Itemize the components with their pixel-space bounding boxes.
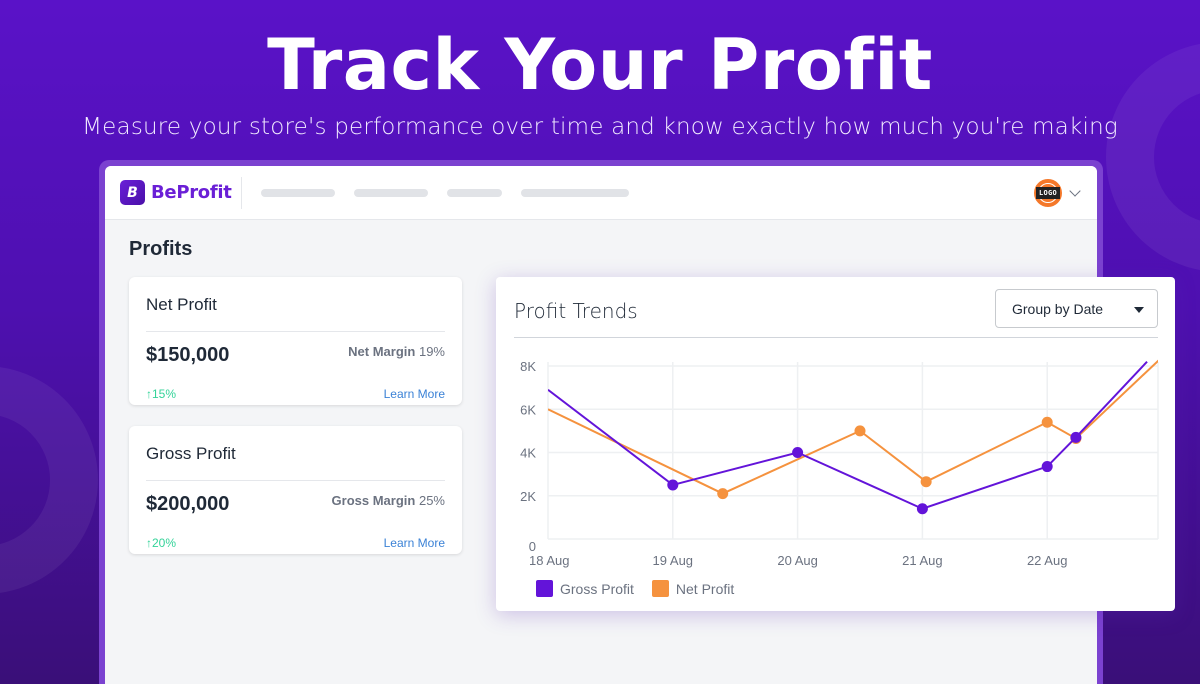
brand-mark-icon: B xyxy=(120,180,145,205)
x-axis-tick-label: 19 Aug xyxy=(653,553,694,568)
arrow-up-icon: ↑ xyxy=(146,536,152,550)
data-point-marker xyxy=(1070,431,1082,443)
margin-label: Net Margin xyxy=(348,344,416,359)
x-axis-tick-label: 21 Aug xyxy=(902,553,943,568)
card-divider xyxy=(146,331,445,332)
card-amount: $200,000 xyxy=(146,493,230,515)
arrow-up-icon: ↑ xyxy=(146,387,152,401)
legend-swatch-icon xyxy=(536,580,553,597)
y-axis-tick-label: 2K xyxy=(520,489,536,504)
trend-indicator: ↑15% xyxy=(146,387,176,401)
y-axis-tick-label: 4K xyxy=(520,446,536,461)
y-axis-tick-label: 0 xyxy=(529,539,536,554)
margin-label: Gross Margin xyxy=(331,493,416,508)
chart-divider xyxy=(514,337,1158,338)
trend-value: 20% xyxy=(152,536,177,550)
margin-value: 19% xyxy=(418,344,445,359)
legend-label: Net Profit xyxy=(675,580,735,597)
card-title: Gross Profit xyxy=(146,444,236,463)
brand-logo[interactable]: B BeProfit xyxy=(120,176,242,209)
top-navigation-bar: B BeProfit LOGO xyxy=(105,166,1097,220)
store-logo-avatar[interactable]: LOGO xyxy=(1034,179,1062,207)
legend-item-net-profit[interactable]: Net Profit xyxy=(651,580,735,597)
card-divider xyxy=(146,480,445,481)
data-point-marker xyxy=(667,479,679,491)
decorative-ring-left xyxy=(0,366,98,594)
legend-swatch-icon xyxy=(651,580,669,597)
legend-label: Gross Profit xyxy=(560,580,634,597)
nav-placeholder-group xyxy=(260,188,629,197)
nav-item-placeholder[interactable] xyxy=(353,188,428,197)
nav-item-placeholder[interactable] xyxy=(446,188,502,197)
store-logo-text: LOGO xyxy=(1036,187,1060,199)
x-axis-tick-label: 18 Aug xyxy=(529,553,570,568)
margin-value: 25% xyxy=(418,493,445,508)
card-margin: Gross Margin 25% xyxy=(332,493,445,516)
trend-indicator: ↑20% xyxy=(146,536,176,550)
card-margin: Net Margin 19% xyxy=(348,344,445,367)
data-point-marker xyxy=(1041,416,1053,428)
chevron-down-icon[interactable] xyxy=(1069,185,1081,197)
trend-value: 15% xyxy=(152,387,177,401)
series-line-net-profit xyxy=(548,359,1158,495)
group-by-select[interactable]: Group by Date xyxy=(995,289,1158,328)
hero-subtitle: Measure your store's performance over ti… xyxy=(82,114,1118,140)
x-axis-tick-label: 20 Aug xyxy=(777,553,818,568)
hero-title: Track Your Profit xyxy=(267,24,933,106)
profit-line-chart: 0 2K 4K 6K 8K 18 Aug 19 Aug 20 Aug 21 Aug 22 Aug xyxy=(520,359,1159,568)
legend-item-gross-profit[interactable]: Gross Profit xyxy=(536,580,634,597)
page-title: Profits xyxy=(129,238,193,260)
series-line-gross-profit xyxy=(548,360,1148,510)
net-profit-card: Net Profit $150,000 Net Margin 19% ↑15% … xyxy=(129,277,462,405)
y-axis-tick-label: 8K xyxy=(520,359,536,374)
data-point-marker xyxy=(1041,461,1053,473)
brand-name: BeProfit xyxy=(151,182,232,203)
learn-more-link[interactable]: Learn More xyxy=(383,536,445,550)
group-by-value: Group by Date xyxy=(1012,300,1104,317)
card-title: Net Profit xyxy=(146,295,217,314)
chart-title: Profit Trends xyxy=(514,299,638,323)
data-point-marker xyxy=(717,488,729,500)
profit-trends-panel: Profit Trends Group by Date 0 2K 4K 6K 8K 18 … xyxy=(496,277,1175,611)
data-point-marker xyxy=(916,503,928,515)
nav-item-placeholder[interactable] xyxy=(260,188,335,197)
data-point-marker xyxy=(854,425,866,437)
caret-down-icon xyxy=(1134,307,1144,313)
gross-profit-card: Gross Profit $200,000 Gross Margin 25% ↑… xyxy=(129,426,462,554)
data-point-marker xyxy=(920,476,932,488)
x-axis-tick-label: 22 Aug xyxy=(1027,553,1068,568)
data-point-marker xyxy=(792,447,804,458)
y-axis-tick-label: 6K xyxy=(520,402,536,417)
chart-legend: Gross Profit Net Profit xyxy=(536,580,734,597)
card-amount: $150,000 xyxy=(146,344,230,366)
account-menu[interactable]: LOGO xyxy=(1034,179,1081,207)
nav-item-placeholder[interactable] xyxy=(520,188,629,197)
learn-more-link[interactable]: Learn More xyxy=(383,387,445,401)
